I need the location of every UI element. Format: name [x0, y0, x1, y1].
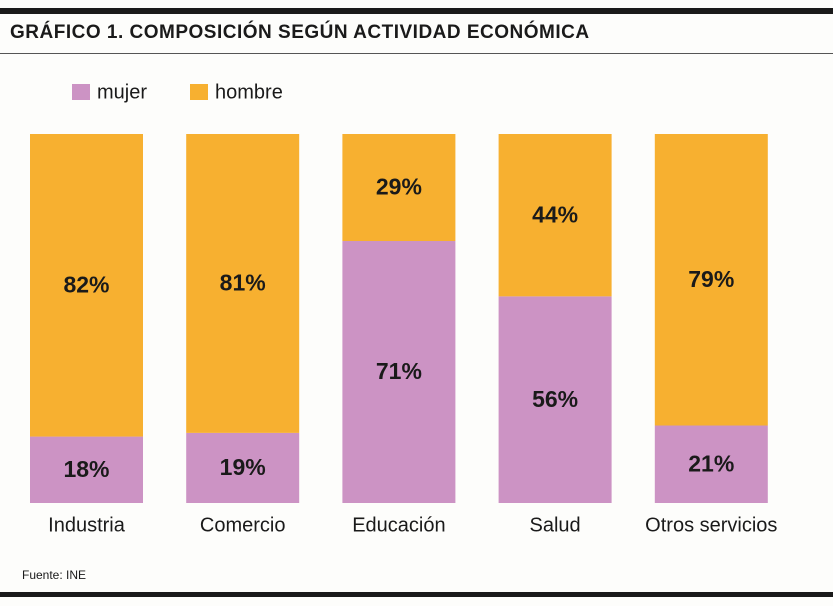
bar-segment — [654, 425, 768, 503]
data-label: 21% — [688, 450, 734, 476]
bar-segment — [186, 432, 300, 503]
data-label: 18% — [63, 456, 109, 482]
data-label: 71% — [376, 358, 422, 384]
data-label: 56% — [532, 386, 578, 412]
data-label: 82% — [63, 271, 109, 297]
bar-segment — [30, 436, 143, 503]
x-tick-label: Salud — [530, 514, 581, 536]
bar-segment — [498, 134, 612, 297]
legend-label: hombre — [215, 81, 283, 103]
x-tick-label: Otros servicios — [645, 514, 777, 536]
data-label: 29% — [376, 174, 422, 200]
bottom-rule — [0, 592, 833, 597]
bar-segment — [186, 134, 300, 433]
data-label: 44% — [532, 201, 578, 227]
title-rule — [0, 53, 833, 54]
data-label: 81% — [220, 270, 266, 296]
x-tick-label: Comercio — [200, 514, 286, 536]
legend-label: mujer — [97, 81, 147, 103]
bar-segment — [654, 134, 768, 426]
data-label: 19% — [220, 454, 266, 480]
source: Fuente: INE — [22, 568, 86, 582]
bar-segment — [498, 296, 612, 503]
x-tick-label: Industria — [48, 514, 126, 536]
x-tick-label: Educación — [352, 514, 445, 536]
legend-swatch — [190, 84, 208, 100]
legend-swatch — [72, 84, 90, 100]
chart-title: GRÁFICO 1. COMPOSICIÓN SEGÚN ACTIVIDAD E… — [10, 21, 590, 43]
bar-segment — [342, 134, 456, 242]
bar-segment — [30, 134, 143, 437]
top-rule — [0, 8, 833, 14]
data-label: 79% — [688, 266, 734, 292]
bar-segment — [342, 241, 456, 503]
